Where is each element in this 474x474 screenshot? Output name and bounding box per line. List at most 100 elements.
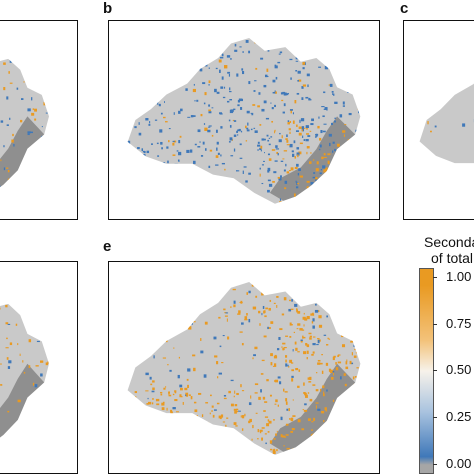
map-pixel — [316, 447, 318, 450]
map-pixel — [293, 140, 296, 144]
map-pixel — [336, 143, 340, 147]
map-pixel — [247, 451, 250, 453]
map-pixel — [358, 169, 361, 172]
map-pixel — [297, 80, 299, 82]
map-pixel — [265, 307, 268, 310]
map-pixel — [283, 278, 284, 281]
map-pixel — [273, 419, 275, 421]
map-pixel — [339, 304, 342, 306]
map-pixel — [173, 347, 175, 349]
map-pixel — [243, 191, 247, 195]
map-pixel — [302, 335, 304, 339]
map-pixel — [369, 297, 372, 300]
map-pixel — [341, 334, 344, 338]
map-pixel — [200, 113, 203, 117]
map-pixel — [193, 160, 196, 164]
map-pixel — [294, 303, 298, 307]
map-pixel — [192, 315, 196, 319]
map-pixel — [223, 276, 224, 279]
map-pixel — [53, 407, 56, 410]
map-pixel — [8, 71, 10, 74]
map-pixel — [42, 411, 44, 414]
map-pixel — [271, 120, 274, 123]
map-pixel — [227, 71, 231, 74]
map-pixel — [321, 354, 323, 356]
map-pixel — [322, 115, 325, 118]
map-pixel — [331, 377, 334, 380]
map-pixel — [320, 282, 322, 286]
map-pixel — [35, 147, 39, 149]
map-pixel — [159, 391, 163, 394]
map-pixel — [6, 337, 8, 340]
map-pixel — [320, 188, 324, 190]
map-pixel — [276, 151, 279, 154]
map-pixel — [151, 143, 153, 145]
map-pixel — [148, 123, 151, 126]
map-pixel — [145, 449, 149, 452]
map-pixel — [331, 426, 336, 430]
map-pixel — [118, 90, 120, 93]
map-pixel — [355, 129, 357, 133]
map-pixel — [144, 283, 147, 287]
map-pixel — [343, 373, 346, 376]
map-pixel — [297, 154, 299, 158]
map-pixel — [128, 327, 132, 329]
map-pixel — [324, 424, 328, 427]
map-pixel — [236, 130, 238, 133]
map-pixel — [254, 392, 258, 394]
map-pixel — [13, 144, 15, 147]
map-pixel — [371, 131, 372, 133]
map-pixel — [368, 300, 369, 302]
map-pixel — [219, 69, 221, 73]
map-pixel — [360, 275, 362, 277]
map-pixel — [368, 380, 371, 382]
map-pixel — [127, 405, 130, 407]
map-pixel — [148, 205, 150, 208]
map-pixel — [286, 171, 290, 174]
map-pixel — [267, 167, 271, 172]
map-pixel — [201, 414, 204, 418]
map-pixel — [371, 323, 372, 324]
map-pixel — [242, 170, 244, 174]
map-pixel — [267, 153, 271, 156]
map-pixel — [332, 141, 335, 144]
map-pixel — [161, 420, 165, 425]
map-pixel — [230, 452, 233, 455]
map-pixel — [11, 139, 14, 143]
map-pixel — [337, 361, 342, 364]
map-pixel — [130, 427, 133, 429]
map-pixel — [229, 90, 232, 93]
map-pixel — [115, 408, 117, 409]
map-pixel — [296, 163, 299, 167]
map-pixel — [357, 89, 360, 93]
map-pixel — [322, 431, 324, 435]
map-pixel — [308, 332, 312, 335]
map-pixel — [153, 355, 155, 359]
map-pixel — [158, 46, 161, 50]
map-pixel — [262, 305, 265, 309]
map-pixel — [193, 83, 195, 86]
map-pixel — [300, 282, 304, 284]
map-pixel — [166, 199, 169, 203]
map-pixel — [312, 318, 315, 322]
map-pixel — [368, 144, 371, 146]
map-pixel — [294, 156, 296, 159]
map-pixel — [311, 321, 314, 324]
map-pixel — [273, 355, 278, 359]
map-pixel — [362, 275, 364, 277]
map-pixel — [355, 351, 359, 354]
map-pixel — [224, 168, 226, 171]
map-pixel — [5, 442, 9, 445]
map-pixel — [306, 186, 309, 190]
map-pixel — [38, 323, 42, 326]
map-pixel — [191, 429, 194, 432]
map-pixel — [162, 209, 164, 212]
map-pixel — [166, 339, 168, 343]
map-pixel — [305, 96, 309, 99]
map-pixel — [156, 421, 159, 424]
map-pixel — [283, 297, 287, 301]
map-pixel — [345, 291, 348, 294]
map-pixel — [361, 314, 362, 317]
map-pixel — [147, 328, 149, 331]
map-pixel — [270, 321, 274, 324]
